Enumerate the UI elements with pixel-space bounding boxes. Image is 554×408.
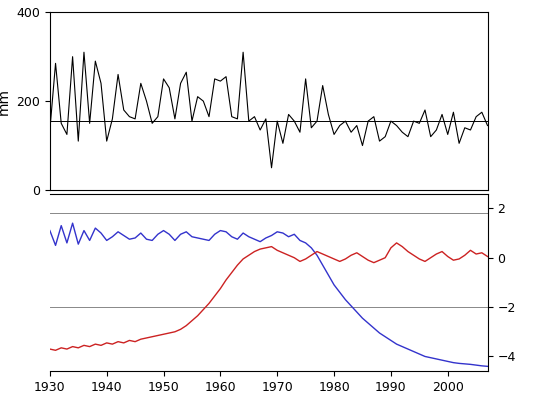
Y-axis label: mm: mm (0, 88, 11, 115)
